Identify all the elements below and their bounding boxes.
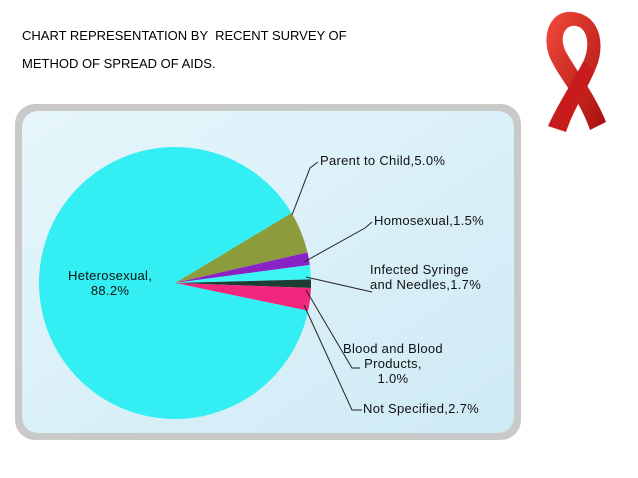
category-label: Parent to Child, (320, 153, 415, 168)
value-label: 1.0% (377, 371, 409, 386)
slide-title: CHART REPRESENTATION BY RECENT SURVEY OF… (22, 28, 347, 71)
leader-line (305, 289, 360, 369)
pie-slice (175, 279, 311, 288)
leader-line (303, 221, 373, 263)
pie-slice (175, 283, 311, 311)
value-label: 5.0% (414, 153, 446, 168)
category-label: Heterosexual, (68, 268, 153, 283)
category-label: Blood and Blood Products, (343, 341, 443, 371)
pie-slice (39, 147, 309, 419)
slice-label: Blood and Blood Products, 1.0% (343, 341, 443, 386)
slice-label: Homosexual,1.5% (374, 213, 484, 228)
value-label: 2.7% (448, 401, 479, 416)
category-label: Homosexual, (374, 213, 454, 228)
pie-slice (175, 212, 308, 283)
pie-slice (175, 264, 311, 283)
leader-line (303, 304, 362, 411)
leader-line (291, 161, 319, 216)
pie-slice (175, 252, 310, 283)
slice-label: Parent to Child,5.0% (320, 153, 445, 168)
category-label: Not Specified, (363, 401, 449, 416)
slice-label: Heterosexual, 88.2% (68, 268, 152, 298)
category-label: Infected Syringe and Needles, (370, 262, 469, 292)
slice-label: Infected Syringe and Needles,1.7% (370, 262, 481, 292)
value-label: 1.7% (450, 277, 482, 292)
ribbon-icon (546, 11, 606, 132)
leader-line (305, 276, 373, 293)
value-label: 1.5% (453, 213, 485, 228)
value-label: 88.2% (90, 283, 130, 298)
slice-label: Not Specified,2.7% (363, 401, 479, 416)
